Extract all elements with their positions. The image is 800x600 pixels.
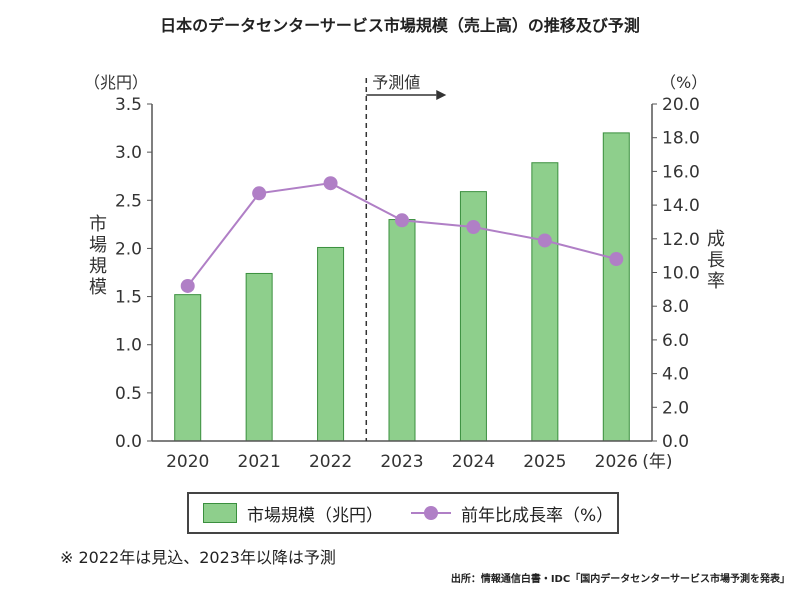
x-axis-unit: (年) xyxy=(642,452,672,472)
growth-point-2023 xyxy=(395,213,409,228)
bar-2021 xyxy=(245,272,273,442)
y-right-tick-label: 2.0 xyxy=(662,398,689,418)
bar-2020 xyxy=(174,294,202,442)
x-tick-label: 2025 xyxy=(523,452,566,472)
legend-label-market-size: 市場規模（兆円） xyxy=(247,505,383,526)
y-left-title: 市場規模 xyxy=(89,214,107,298)
y-left-unit: （兆円） xyxy=(84,73,148,92)
y-left-tick-label: 3.5 xyxy=(115,95,142,115)
legend: 市場規模（兆円） 前年比成長率（%） xyxy=(187,492,619,534)
y-left-tick-label: 1.0 xyxy=(115,336,142,356)
x-tick-label: 2021 xyxy=(238,452,281,472)
y-right-tick-label: 6.0 xyxy=(662,331,689,351)
y-right-tick-label: 4.0 xyxy=(662,365,689,385)
y-right-tick-label: 0.0 xyxy=(662,432,689,452)
bar-2026 xyxy=(602,132,630,442)
x-tick-label: 2020 xyxy=(166,452,209,472)
y-right-tick-label: 20.0 xyxy=(662,95,700,115)
axis-title-char: 率 xyxy=(707,271,725,292)
bar-2025 xyxy=(531,162,559,442)
growth-point-2021 xyxy=(252,186,267,201)
y-left-tick-label: 3.0 xyxy=(115,143,142,163)
x-tick-label: 2022 xyxy=(309,452,352,472)
y-right-unit: （%） xyxy=(660,73,707,92)
y-right-tick-label: 16.0 xyxy=(662,162,700,182)
growth-point-2024 xyxy=(466,220,481,235)
forecast-arrow-head xyxy=(436,90,447,100)
axis-title-char: 場 xyxy=(89,235,107,256)
footnote: ※ 2022年は見込、2023年以降は予測 xyxy=(60,548,336,567)
x-tick-label: 2023 xyxy=(380,452,423,472)
growth-point-2026 xyxy=(609,252,624,267)
axis-title-char: 規 xyxy=(89,256,107,277)
axis-title-char: 市 xyxy=(89,214,107,235)
y-right-title: 成長率 xyxy=(707,229,725,292)
y-right-tick-label: 14.0 xyxy=(662,196,700,216)
bar-2023 xyxy=(388,219,416,442)
y-right-tick-label: 12.0 xyxy=(662,230,700,250)
growth-point-2020 xyxy=(180,278,195,293)
bar-2022 xyxy=(317,246,345,442)
x-tick-label: 2026 xyxy=(595,452,638,472)
y-right-tick-label: 18.0 xyxy=(662,129,700,149)
chart-title: 日本のデータセンターサービス市場規模（売上高）の推移及び予測 xyxy=(160,16,640,35)
growth-point-2022 xyxy=(323,176,338,191)
legend-bar-swatch xyxy=(203,503,237,523)
y-right-tick-label: 10.0 xyxy=(662,264,700,284)
y-left-tick-label: 1.5 xyxy=(115,288,142,308)
growth-point-2025 xyxy=(537,233,552,248)
legend-label-growth-rate: 前年比成長率（%） xyxy=(461,505,614,526)
legend-item-growth-rate: 前年比成長率（%） xyxy=(383,501,613,526)
y-left-tick-label: 0.5 xyxy=(115,384,142,404)
axes-layer xyxy=(147,78,657,442)
y-left-tick-label: 2.0 xyxy=(115,239,142,259)
axis-title-char: 成 xyxy=(707,229,725,250)
y-left-tick-label: 2.5 xyxy=(115,191,142,211)
bars-layer xyxy=(174,132,630,442)
forecast-label: 予測値 xyxy=(372,73,420,92)
line-layer xyxy=(180,176,624,293)
legend-line-swatch xyxy=(411,503,451,523)
text-layer: 0.0 0.5 1.0 1.5 2.0 2.5 3.0 3.5 0.0 2.0 4.0 6.0 8.0 1… xyxy=(84,73,725,472)
x-tick-label: 2024 xyxy=(452,452,495,472)
y-left-tick-label: 0.0 xyxy=(115,432,142,452)
axis-title-char: 長 xyxy=(707,250,725,271)
axis-title-char: 模 xyxy=(89,277,107,298)
y-right-tick-label: 8.0 xyxy=(662,297,689,317)
source-credit: 出所：情報通信白書・IDC「国内データセンターサービス市場予測を発表」 xyxy=(450,574,790,585)
legend-item-market-size: 市場規模（兆円） xyxy=(203,501,383,526)
